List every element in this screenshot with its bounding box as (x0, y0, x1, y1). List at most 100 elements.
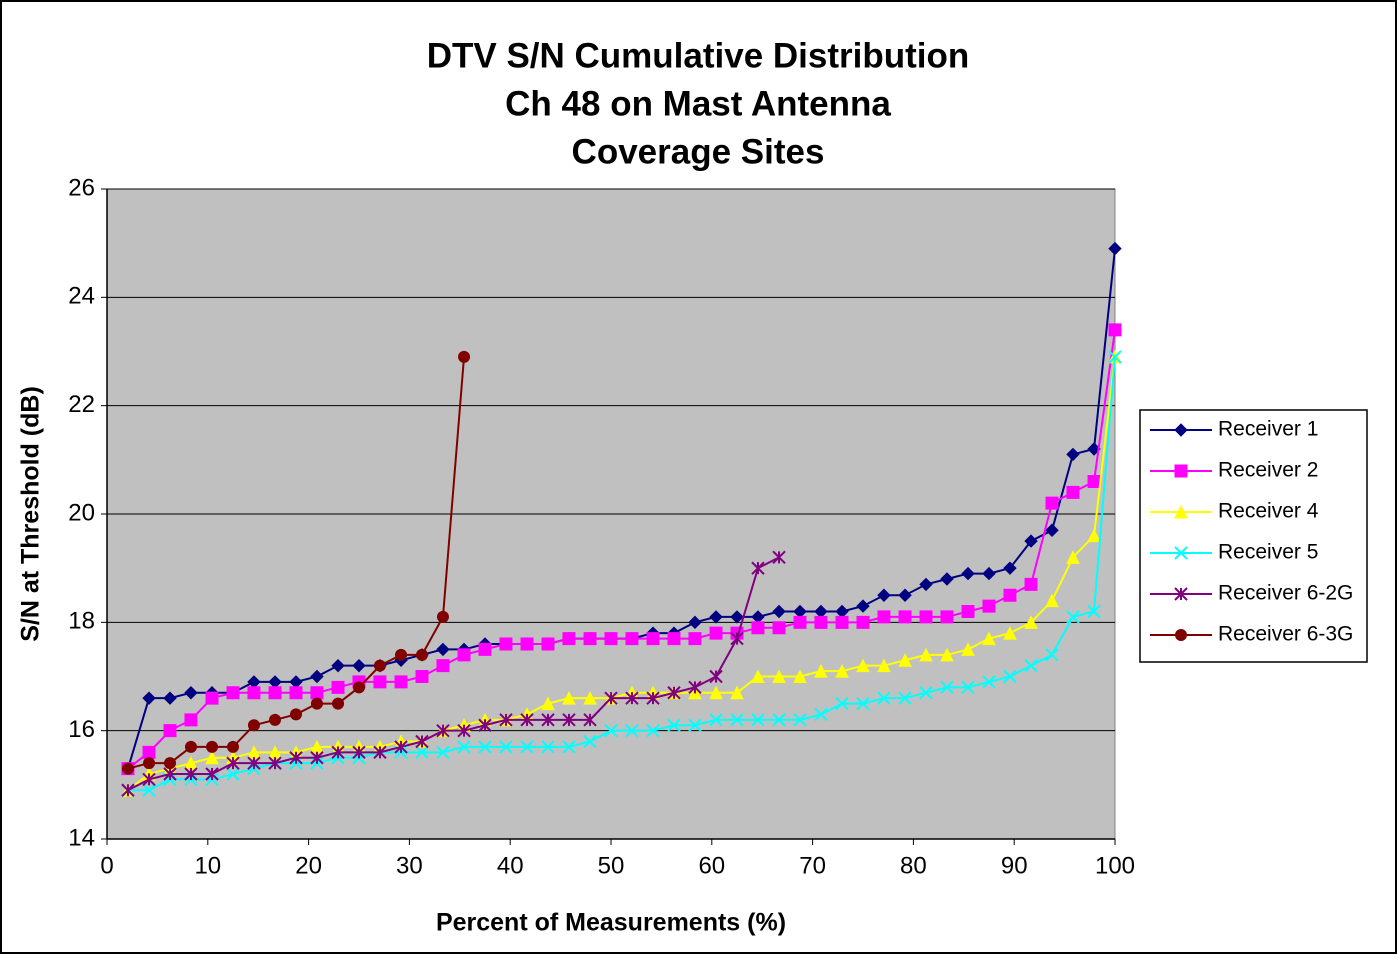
marker (961, 642, 975, 656)
marker (604, 691, 618, 705)
marker (961, 680, 975, 695)
marker (142, 745, 156, 759)
x-tick-label: 40 (497, 852, 524, 879)
marker (520, 740, 534, 754)
marker (667, 718, 681, 732)
marker (331, 745, 345, 760)
marker (856, 696, 870, 711)
marker (373, 675, 387, 689)
marker (394, 675, 408, 689)
marker (415, 745, 429, 760)
legend-label: Receiver 5 (1218, 541, 1318, 564)
marker (919, 647, 933, 662)
marker (877, 588, 891, 602)
marker (730, 631, 744, 646)
marker (247, 719, 260, 732)
marker (1108, 323, 1122, 337)
marker (625, 723, 639, 738)
marker (688, 632, 702, 646)
marker (206, 740, 219, 753)
chart-title: DTV S/N Cumulative Distribution (427, 36, 970, 75)
marker (457, 723, 471, 738)
marker (793, 713, 807, 727)
marker (1087, 528, 1101, 543)
marker (436, 745, 450, 760)
marker (1066, 610, 1080, 624)
marker (877, 658, 891, 673)
marker (1003, 626, 1017, 640)
marker (289, 686, 303, 700)
marker (436, 659, 450, 673)
y-tick-label: 18 (68, 608, 95, 635)
marker (205, 691, 219, 705)
marker (898, 691, 912, 705)
marker (793, 669, 807, 683)
marker (1024, 658, 1038, 673)
marker (583, 691, 597, 705)
marker (457, 648, 471, 662)
marker (415, 734, 429, 749)
marker (541, 637, 555, 651)
chart-title: Coverage Sites (572, 132, 825, 171)
marker (604, 723, 618, 738)
y-tick-label: 20 (68, 499, 95, 526)
marker (143, 757, 156, 770)
marker (919, 577, 933, 592)
marker (625, 632, 639, 646)
marker (688, 615, 702, 630)
marker (877, 610, 891, 624)
marker (919, 686, 933, 700)
marker (163, 691, 177, 705)
marker (416, 648, 428, 661)
marker (290, 708, 302, 721)
marker (1087, 475, 1101, 488)
marker (814, 615, 828, 629)
y-tick-label: 14 (68, 824, 95, 851)
legend-marker (1175, 629, 1187, 641)
marker (1066, 485, 1080, 499)
marker (1045, 523, 1059, 537)
marker (982, 566, 996, 581)
marker (898, 610, 912, 624)
marker (458, 350, 471, 363)
marker (499, 637, 513, 651)
marker (352, 658, 366, 673)
marker (730, 685, 744, 700)
marker (982, 599, 996, 613)
x-tick-label: 70 (799, 852, 826, 879)
marker (940, 610, 954, 624)
marker (646, 691, 660, 705)
marker (373, 745, 387, 760)
marker (961, 605, 975, 618)
marker (856, 599, 870, 613)
marker (583, 713, 597, 727)
legend-label: Receiver 1 (1218, 418, 1318, 441)
legend-marker (1174, 504, 1188, 519)
y-tick-label: 24 (68, 283, 95, 310)
marker (1045, 648, 1059, 662)
marker (877, 691, 891, 705)
marker (940, 680, 954, 695)
chart-title: Ch 48 on Mast Antenna (505, 84, 891, 123)
marker (373, 659, 386, 672)
x-tick-label: 100 (1095, 852, 1135, 879)
marker (310, 686, 324, 700)
marker (457, 740, 471, 754)
marker (625, 691, 639, 705)
marker (541, 713, 555, 727)
marker (436, 723, 450, 738)
x-tick-label: 90 (1001, 852, 1028, 879)
marker (1024, 534, 1038, 548)
x-tick-label: 10 (194, 852, 221, 879)
marker (562, 713, 576, 727)
marker (772, 604, 786, 619)
marker (751, 669, 765, 683)
marker (940, 572, 954, 586)
marker (1087, 604, 1101, 619)
marker (247, 756, 261, 770)
marker (1066, 550, 1080, 564)
series-line (127, 356, 1116, 792)
marker (730, 610, 744, 624)
marker (709, 669, 723, 684)
